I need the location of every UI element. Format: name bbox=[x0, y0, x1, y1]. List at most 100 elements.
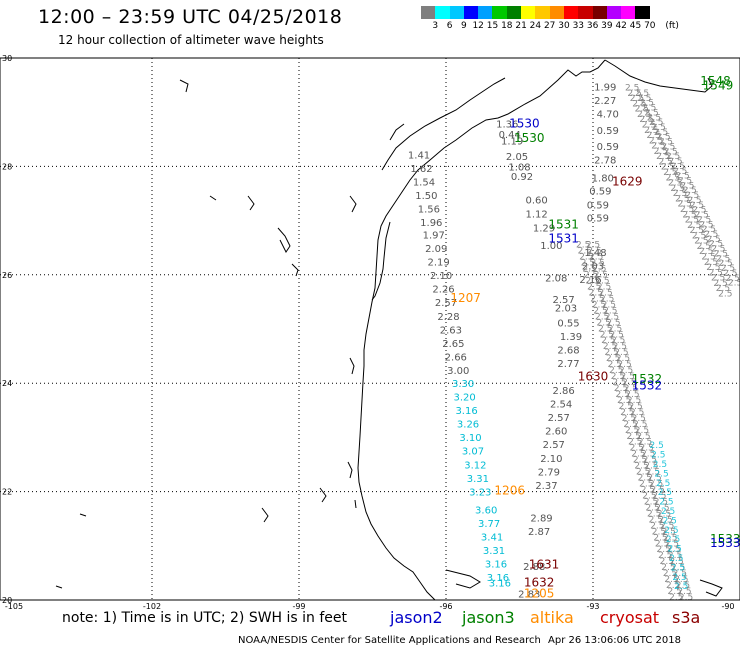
dense-track-east-2: 2.5 bbox=[711, 245, 725, 255]
swh-value-track-b: 2.68 bbox=[557, 345, 579, 356]
coast-feature bbox=[319, 487, 327, 503]
dense-track-south-2: 2.5 bbox=[671, 563, 685, 573]
swh-value-track-a2: 3.16 bbox=[485, 559, 507, 570]
dense-track-east-1: 2.5 bbox=[682, 210, 696, 220]
swh-value-track-a2: 3.23 bbox=[469, 487, 491, 498]
pass-time-label: 1207 bbox=[450, 291, 481, 305]
dense-track-south-2: 2.5 bbox=[613, 342, 627, 352]
swh-value-track-a2: 3.12 bbox=[464, 460, 486, 471]
dense-track-south-1: 2.5 bbox=[660, 557, 674, 567]
dense-track-south-2: 2.5 bbox=[624, 384, 638, 394]
pass-time-label: 1533 bbox=[710, 536, 740, 550]
dense-track-east-1: 2.5 bbox=[680, 205, 694, 215]
inland-bay-outline bbox=[381, 77, 506, 171]
louisiana-coastline bbox=[604, 59, 713, 93]
swh-value-track-b: 2.77 bbox=[557, 359, 579, 370]
swh-value-track-c: 0.59 bbox=[597, 126, 619, 137]
swh-value-track-a: 2.28 bbox=[437, 312, 459, 323]
colorbar-tick-label: 30 bbox=[558, 21, 570, 31]
dense-track-east-1: 2.5 bbox=[658, 157, 672, 167]
lat-tick-label: 22 bbox=[2, 488, 12, 497]
colorbar-tick-label: 36 bbox=[586, 21, 599, 31]
dense-track-south-2: 2.5 bbox=[592, 265, 606, 275]
dense-track-cyan: 2.5 bbox=[659, 498, 673, 508]
dense-track-south-2: 2.5 bbox=[622, 378, 636, 388]
dense-track-east-1: 2.5 bbox=[709, 268, 723, 278]
swh-value-track-a2: 3.20 bbox=[453, 393, 475, 404]
colorbar-swatch bbox=[421, 6, 436, 19]
dense-track-south-1: 2.5 bbox=[644, 497, 658, 507]
dense-track-east-1: 2.5 bbox=[644, 126, 658, 136]
dense-track-cyan: 2.5 bbox=[650, 441, 664, 451]
dense-track-east-2: 2.5 bbox=[659, 138, 673, 148]
pass-time-label: 1549 bbox=[703, 78, 734, 92]
dense-track-east-1: 2.5 bbox=[639, 115, 653, 125]
dense-track-south-2: 2.5 bbox=[630, 408, 644, 418]
colorbar-swatch bbox=[435, 6, 450, 19]
dense-track-east-2: 2.5 bbox=[716, 254, 730, 264]
legend-cryosat: cryosat bbox=[600, 608, 660, 627]
pass-time-label: 1530 bbox=[509, 116, 540, 130]
dense-track-east-2: 2.5 bbox=[642, 104, 656, 114]
dense-track-east-1: 2.5 bbox=[675, 194, 689, 204]
coast-feature bbox=[261, 507, 269, 523]
dense-track-east-1: 2.5 bbox=[687, 221, 701, 231]
dense-track-cyan: 2.5 bbox=[661, 507, 675, 517]
colorbar-swatch bbox=[506, 6, 522, 19]
swh-value-track-a: 1.62 bbox=[410, 164, 432, 175]
coast-feature bbox=[55, 585, 63, 589]
colorbar-tick-label: 6 bbox=[446, 21, 453, 31]
dense-track-south-2: 2.5 bbox=[635, 426, 649, 436]
dense-track-east-2: 2.5 bbox=[649, 118, 663, 128]
swh-value-track-b: 2.83 bbox=[518, 589, 540, 600]
dense-track-south-1: 2.5 bbox=[649, 515, 663, 525]
dense-track-south-1: 2.5 bbox=[638, 474, 652, 484]
coast-feature bbox=[291, 263, 299, 277]
swh-value-track-c: 0.59 bbox=[589, 187, 611, 198]
colorbar-tick-label: 27 bbox=[543, 21, 556, 31]
swh-value-track-a2: 3.16 bbox=[487, 573, 509, 584]
dense-track-south-1: 2.5 bbox=[603, 342, 617, 352]
pass-time-label: 1206 bbox=[494, 483, 525, 497]
lon-tick-label: -90 bbox=[721, 602, 734, 611]
dense-track-east-2: 2.5 bbox=[714, 249, 728, 259]
coast-feature bbox=[349, 195, 357, 213]
dense-track-east-1: 2.5 bbox=[685, 216, 699, 226]
legend-jason2: jason2 bbox=[390, 608, 443, 627]
pass-time-label: 1533 bbox=[710, 532, 740, 546]
dense-track-south-2: 2.5 bbox=[644, 462, 658, 472]
dense-track-east-1: 2.5 bbox=[654, 147, 668, 157]
dense-track-south-2: 2.5 bbox=[662, 527, 676, 537]
dense-track-south-1: 2.5 bbox=[579, 253, 593, 263]
dense-track-south-1: 2.5 bbox=[612, 378, 626, 388]
colorbar-swatch bbox=[449, 6, 464, 19]
colorbar-swatch bbox=[563, 6, 579, 19]
dense-track-south-1: 2.5 bbox=[614, 384, 628, 394]
dense-track-south-2: 2.5 bbox=[608, 324, 622, 334]
dense-track-south-2: 2.5 bbox=[674, 575, 688, 585]
dense-track-south-2: 2.5 bbox=[638, 438, 652, 448]
dense-track-south-2: 2.5 bbox=[625, 390, 639, 400]
pass-time-label: 1631 bbox=[529, 558, 560, 572]
dense-track-south-1: 2.5 bbox=[630, 444, 644, 454]
pass-time-label: 1531 bbox=[548, 218, 579, 232]
dense-track-east-1: 2.5 bbox=[642, 120, 656, 130]
swh-value-track-a: 3.00 bbox=[447, 366, 469, 377]
dense-track-south-1: 2.5 bbox=[617, 396, 631, 406]
dense-track-cyan: 2.5 bbox=[668, 545, 682, 555]
dense-track-cyan: 2.5 bbox=[671, 563, 685, 573]
dense-track-east-2: 2.5 bbox=[652, 123, 666, 133]
dense-track-south-2: 2.5 bbox=[663, 533, 677, 543]
dense-track-south-1: 2.5 bbox=[592, 300, 606, 310]
dense-track-south-1: 2.5 bbox=[641, 486, 655, 496]
dense-track-east-1: 2.5 bbox=[711, 274, 725, 284]
swh-value-track-a: 2.10 bbox=[430, 271, 452, 282]
dense-track-south-1: 2.5 bbox=[622, 414, 636, 424]
dense-track-south-1: 2.5 bbox=[606, 354, 620, 364]
lon-tick-label: -93 bbox=[586, 602, 599, 611]
coast-feature bbox=[79, 513, 87, 517]
dense-track-south-1: 2.5 bbox=[634, 462, 648, 472]
pass-time-label: 1530 bbox=[514, 131, 545, 145]
dense-track-east-1: 2.5 bbox=[699, 247, 713, 257]
swh-value-track-c: 1.80 bbox=[592, 174, 614, 185]
